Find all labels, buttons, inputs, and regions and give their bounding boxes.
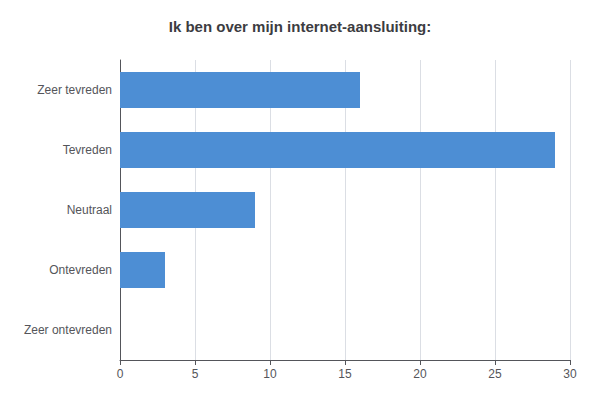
svg-text:5: 5	[192, 367, 199, 381]
svg-text:Ik ben over mijn internet-aans: Ik ben over mijn internet-aansluiting:	[169, 18, 432, 35]
svg-text:10: 10	[263, 367, 277, 381]
svg-text:25: 25	[488, 367, 502, 381]
svg-text:Tevreden: Tevreden	[63, 143, 112, 157]
svg-text:Zeer tevreden: Zeer tevreden	[37, 83, 112, 97]
svg-text:30: 30	[563, 367, 577, 381]
svg-text:Zeer ontevreden: Zeer ontevreden	[24, 323, 112, 337]
svg-text:20: 20	[413, 367, 427, 381]
svg-text:Neutraal: Neutraal	[67, 203, 112, 217]
svg-text:Ontevreden: Ontevreden	[49, 263, 112, 277]
svg-text:0: 0	[117, 367, 124, 381]
svg-text:15: 15	[338, 367, 352, 381]
